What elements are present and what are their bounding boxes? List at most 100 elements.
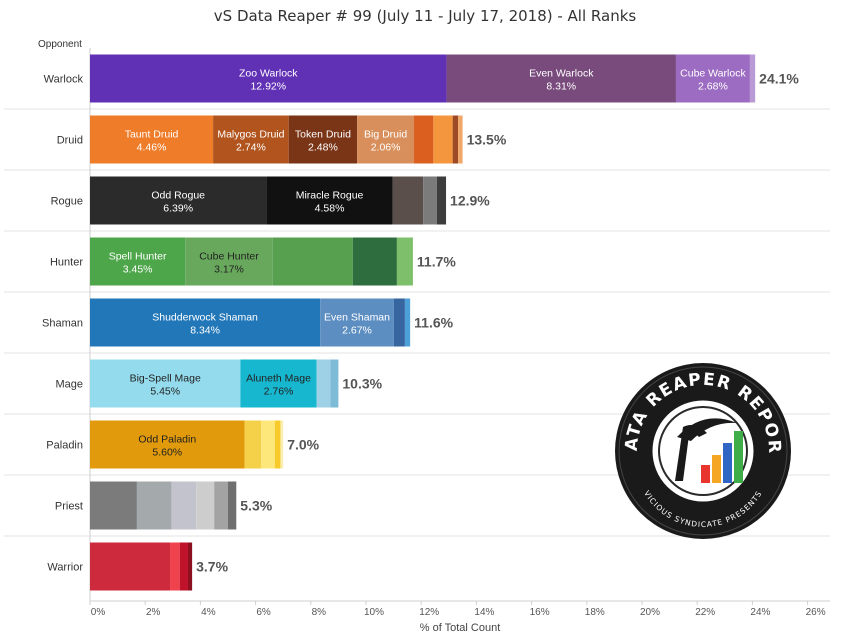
total-label: 3.7% [196, 559, 228, 575]
segment-name-label: Taunt Druid [125, 129, 179, 141]
segment-value-label: 2.68% [698, 81, 728, 93]
segment-value-label: 3.45% [123, 264, 153, 276]
category-label: Priest [55, 501, 83, 513]
segment-name-label: Zoo Warlock [239, 68, 298, 80]
bar-segment [90, 542, 171, 591]
segment-name-label: Token Druid [295, 129, 351, 141]
segment-name-label: Big-Spell Mage [130, 373, 201, 385]
bar-segment [244, 420, 262, 469]
bar-segment [187, 542, 193, 591]
category-label: Warlock [44, 74, 84, 86]
x-tick-label: 8% [312, 607, 327, 618]
bar-segment [320, 298, 394, 347]
data-reaper-report-logo: DATA REAPER REPORT VICIOUS SYNDICATE PRE… [613, 361, 791, 539]
bar-segment [452, 115, 459, 164]
bar-segment [90, 420, 245, 469]
bar-segment [240, 359, 317, 408]
x-tick-label: 24% [750, 607, 770, 618]
x-tick-label: 10% [364, 607, 384, 618]
bar-segment [196, 481, 215, 530]
bar-segment [214, 481, 228, 530]
bar-segment [393, 298, 405, 347]
x-tick-label: 2% [146, 607, 161, 618]
y-axis-header: Opponent [38, 39, 82, 50]
bar-segment [316, 359, 331, 408]
segment-value-label: 8.34% [190, 325, 220, 337]
x-tick-label: 16% [530, 607, 550, 618]
bar-segment [404, 298, 411, 347]
x-tick-label: 20% [640, 607, 660, 618]
bar-segment [90, 298, 321, 347]
segment-value-label: 2.06% [371, 142, 401, 154]
bar-segment [414, 115, 434, 164]
category-label: Warrior [47, 562, 83, 574]
total-label: 13.5% [467, 132, 507, 148]
segment-value-label: 8.31% [546, 81, 576, 93]
segment-value-label: 2.74% [236, 142, 266, 154]
bar-segment [749, 54, 756, 103]
bar-segment [675, 54, 750, 103]
bar-segment [280, 420, 284, 469]
segment-value-label: 2.76% [264, 386, 294, 398]
x-tick-label: 14% [474, 607, 494, 618]
segment-value-label: 4.58% [315, 203, 345, 215]
x-tick-label: 4% [201, 607, 216, 618]
bar-segment [90, 359, 241, 408]
bar-segment [423, 176, 437, 225]
total-label: 10.3% [342, 376, 382, 392]
total-label: 12.9% [450, 193, 490, 209]
x-tick-label: 6% [256, 607, 271, 618]
x-tick-label: 22% [695, 607, 715, 618]
segment-name-label: Odd Rogue [151, 190, 205, 202]
segment-value-label: 2.67% [342, 325, 372, 337]
bar-segment [274, 420, 281, 469]
bar-segment [436, 176, 447, 225]
bar-segment [213, 115, 289, 164]
bar-segment [396, 237, 413, 286]
bar-segment [288, 115, 358, 164]
segment-name-label: Aluneth Mage [246, 373, 311, 385]
segment-name-label: Cube Hunter [199, 251, 259, 263]
bar-segment [261, 420, 275, 469]
x-tick-label: 0% [91, 607, 106, 618]
x-tick-label: 12% [419, 607, 439, 618]
bar-segment [352, 237, 397, 286]
total-label: 7.0% [287, 437, 319, 453]
bar-segment [90, 237, 186, 286]
segment-name-label: Even Warlock [529, 68, 594, 80]
bar-segment [90, 481, 137, 530]
segment-value-label: 5.60% [152, 447, 182, 459]
category-label: Shaman [42, 318, 83, 330]
bar-segment [357, 115, 415, 164]
total-label: 24.1% [759, 71, 799, 87]
bar-segment [266, 176, 393, 225]
category-label: Paladin [46, 440, 83, 452]
segment-name-label: Even Shaman [324, 312, 390, 324]
bar-segment [136, 481, 172, 530]
chart-title: vS Data Reaper # 99 (July 11 - July 17, … [213, 7, 637, 25]
segment-name-label: Shudderwock Shaman [152, 312, 258, 324]
bar-segment [170, 542, 180, 591]
x-axis-title: % of Total Count [419, 622, 501, 634]
segment-name-label: Odd Paladin [138, 434, 196, 446]
category-label: Hunter [50, 257, 83, 269]
segment-name-label: Big Druid [364, 129, 407, 141]
total-label: 5.3% [240, 498, 272, 514]
segment-value-label: 5.45% [150, 386, 180, 398]
total-label: 11.6% [414, 315, 453, 331]
bar-segment [90, 176, 267, 225]
bar-segment [392, 176, 424, 225]
segment-name-label: Miracle Rogue [296, 190, 364, 202]
x-tick-label: 26% [806, 607, 826, 618]
category-label: Mage [55, 379, 83, 391]
bar-segment [90, 115, 214, 164]
category-label: Rogue [51, 196, 83, 208]
category-label: Druid [57, 135, 83, 147]
bar-segment [446, 54, 676, 103]
bar-segment [330, 359, 339, 408]
segment-name-label: Cube Warlock [680, 68, 746, 80]
bar-segment [458, 115, 463, 164]
x-tick-label: 18% [585, 607, 605, 618]
segment-value-label: 3.17% [214, 264, 244, 276]
